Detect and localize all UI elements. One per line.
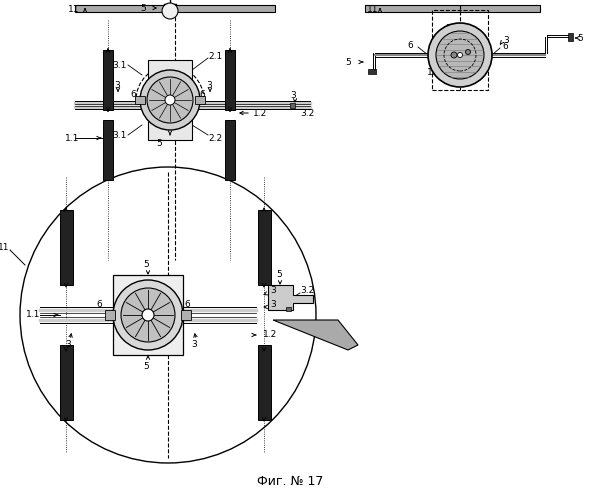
Circle shape <box>466 50 470 54</box>
Text: 5: 5 <box>143 260 148 270</box>
Bar <box>103 120 113 180</box>
Text: 5: 5 <box>143 362 148 372</box>
Text: 11: 11 <box>68 4 79 14</box>
Text: 11: 11 <box>367 4 378 14</box>
Text: 3: 3 <box>206 80 212 90</box>
Bar <box>75 5 275 12</box>
Circle shape <box>113 280 183 350</box>
Text: 3: 3 <box>270 286 276 296</box>
Text: 3.2: 3.2 <box>300 286 314 296</box>
Bar <box>135 96 145 104</box>
Circle shape <box>162 3 178 19</box>
Circle shape <box>165 95 175 105</box>
Text: 2.2: 2.2 <box>208 134 222 142</box>
Text: 5: 5 <box>140 4 146 13</box>
Text: 6: 6 <box>502 42 508 50</box>
Text: 2.2: 2.2 <box>445 68 459 76</box>
Text: 5: 5 <box>276 270 282 280</box>
Bar <box>368 69 376 74</box>
Bar <box>286 307 291 311</box>
Text: Фиг. № 17: Фиг. № 17 <box>257 476 323 488</box>
Circle shape <box>451 52 457 58</box>
Bar <box>258 210 271 285</box>
Circle shape <box>140 70 200 130</box>
Text: 3: 3 <box>65 340 71 349</box>
Text: 6: 6 <box>407 40 413 50</box>
Text: 4: 4 <box>162 104 167 112</box>
Circle shape <box>142 309 154 321</box>
Text: 10: 10 <box>427 68 439 76</box>
Bar <box>432 55 488 90</box>
Text: 5: 5 <box>345 58 351 66</box>
Circle shape <box>121 288 175 342</box>
Bar <box>60 210 73 285</box>
Text: 3: 3 <box>114 80 120 90</box>
Text: 6: 6 <box>130 90 136 98</box>
Text: 1.1: 1.1 <box>26 310 40 320</box>
Text: 1.2: 1.2 <box>253 108 267 118</box>
Text: 5: 5 <box>156 138 162 147</box>
Text: 3.2: 3.2 <box>300 108 314 118</box>
Bar <box>568 33 573 41</box>
Bar <box>195 96 205 104</box>
Bar <box>148 60 192 100</box>
Bar <box>105 310 115 320</box>
Bar <box>60 345 73 420</box>
Bar <box>113 275 183 355</box>
Text: 11: 11 <box>0 242 10 252</box>
Text: 5: 5 <box>577 34 583 42</box>
Text: 6: 6 <box>184 300 190 310</box>
Text: 3: 3 <box>270 300 276 310</box>
Bar <box>148 100 192 140</box>
Text: 4: 4 <box>143 296 148 304</box>
Polygon shape <box>268 285 313 310</box>
Text: 6: 6 <box>199 90 205 98</box>
Text: 3.1: 3.1 <box>112 130 126 140</box>
Bar <box>225 50 235 110</box>
Bar <box>103 50 113 110</box>
Polygon shape <box>273 320 358 350</box>
Circle shape <box>458 52 463 58</box>
Text: 2.1: 2.1 <box>445 24 459 32</box>
Circle shape <box>147 77 193 123</box>
Bar <box>432 10 488 45</box>
Text: 1.2: 1.2 <box>263 330 277 340</box>
Bar <box>225 120 235 180</box>
Text: 3: 3 <box>503 36 509 44</box>
Bar <box>290 103 295 108</box>
Text: 3: 3 <box>290 90 296 100</box>
Bar <box>258 345 271 420</box>
Text: 6: 6 <box>96 300 102 310</box>
Bar <box>181 310 191 320</box>
Text: 3: 3 <box>191 340 197 349</box>
Bar <box>365 5 540 12</box>
Circle shape <box>428 23 492 87</box>
Text: 3.1: 3.1 <box>112 60 126 70</box>
Text: 1.1: 1.1 <box>65 134 79 142</box>
Circle shape <box>436 31 484 79</box>
Text: 2.1: 2.1 <box>208 52 222 60</box>
